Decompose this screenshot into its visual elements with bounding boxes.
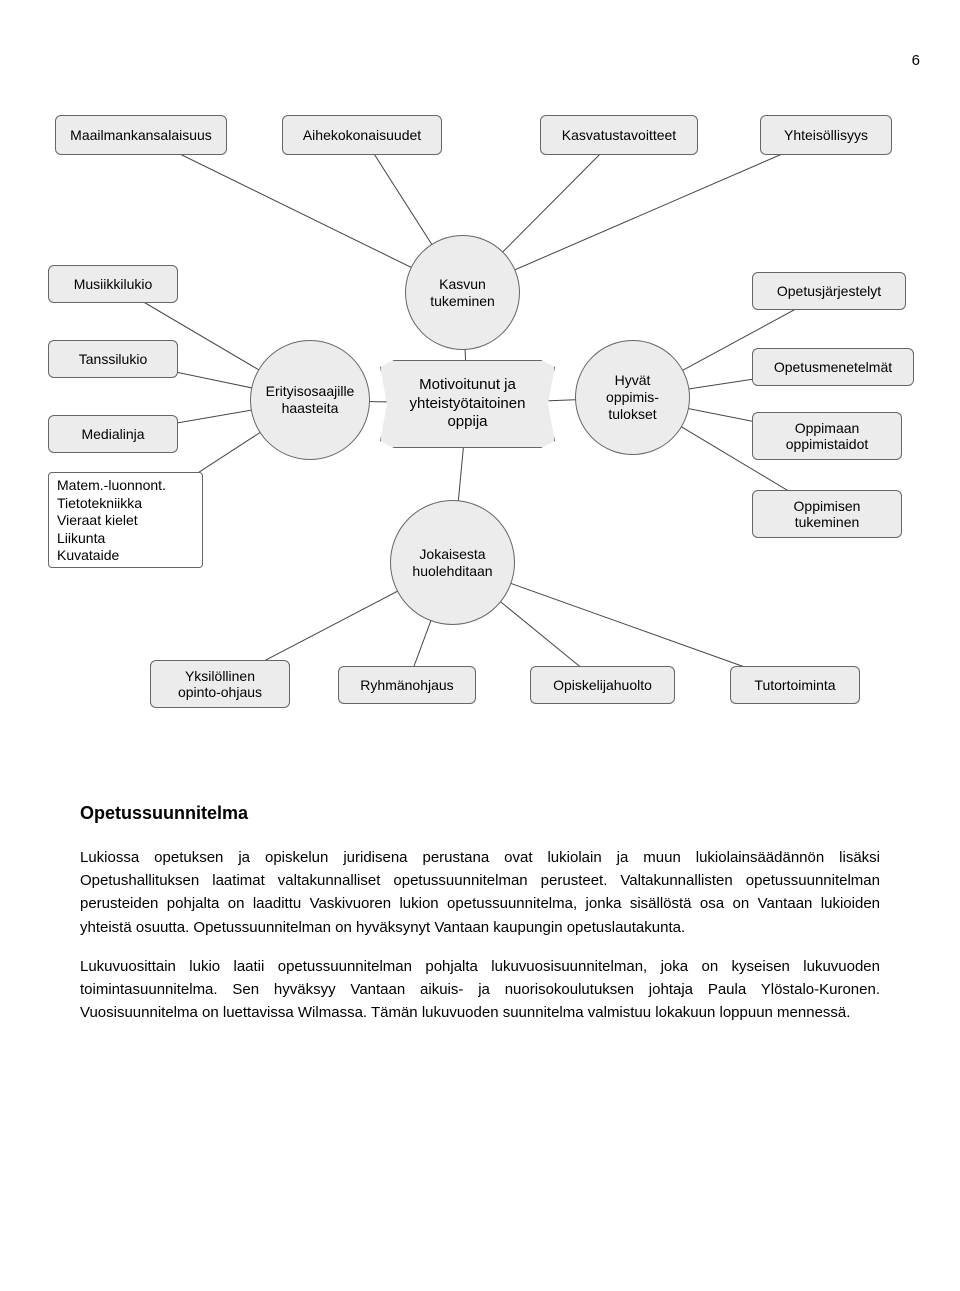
body-paragraph: Lukuvuosittain lukio laatii opetussuunni… [80, 955, 880, 1025]
diagram-node-circ_left: Erityisosaajillehaasteita [250, 340, 370, 460]
section-heading: Opetussuunnitelma [80, 800, 880, 828]
diagram-node-top4: Yhteisöllisyys [760, 115, 892, 155]
diagram-node-circ_right: Hyvätoppimis-tulokset [575, 340, 690, 455]
diagram-node-bottom1: Yksilöllinenopinto-ohjaus [150, 660, 290, 708]
diagram-node-top2: Aihekokonaisuudet [282, 115, 442, 155]
body-text: Opetussuunnitelma Lukiossa opetuksen ja … [0, 760, 960, 1101]
diagram-node-top1: Maailmankansalaisuus [55, 115, 227, 155]
diagram-node-left3: Medialinja [48, 415, 178, 453]
diagram-node-left1: Musiikkilukio [48, 265, 178, 303]
diagram-node-circ_top: Kasvuntukeminen [405, 235, 520, 350]
diagram-node-bottom4: Tutortoiminta [730, 666, 860, 704]
diagram-node-top3: Kasvatustavoitteet [540, 115, 698, 155]
diagram-node-left2: Tanssilukio [48, 340, 178, 378]
body-paragraph: Lukiossa opetuksen ja opiskelun juridise… [80, 846, 880, 939]
concept-map-diagram: Maailmankansalaisuus Aihekokonaisuudet Kas… [0, 40, 960, 760]
diagram-node-bottom3: Opiskelijahuolto [530, 666, 675, 704]
diagram-node-center: Motivoitunut jayhteistyötaitoinenoppija [380, 360, 555, 448]
diagram-node-right1: Opetusjärjestelyt [752, 272, 906, 310]
diagram-node-circ_bottom: Jokaisestahuolehditaan [390, 500, 515, 625]
diagram-node-left4: Matem.-luonnont.TietotekniikkaVieraat ki… [48, 472, 203, 568]
diagram-node-right2: Opetusmenetelmät [752, 348, 914, 386]
diagram-node-right4: Oppimisentukeminen [752, 490, 902, 538]
diagram-node-bottom2: Ryhmänohjaus [338, 666, 476, 704]
diagram-node-right3: Oppimaanoppimistaidot [752, 412, 902, 460]
